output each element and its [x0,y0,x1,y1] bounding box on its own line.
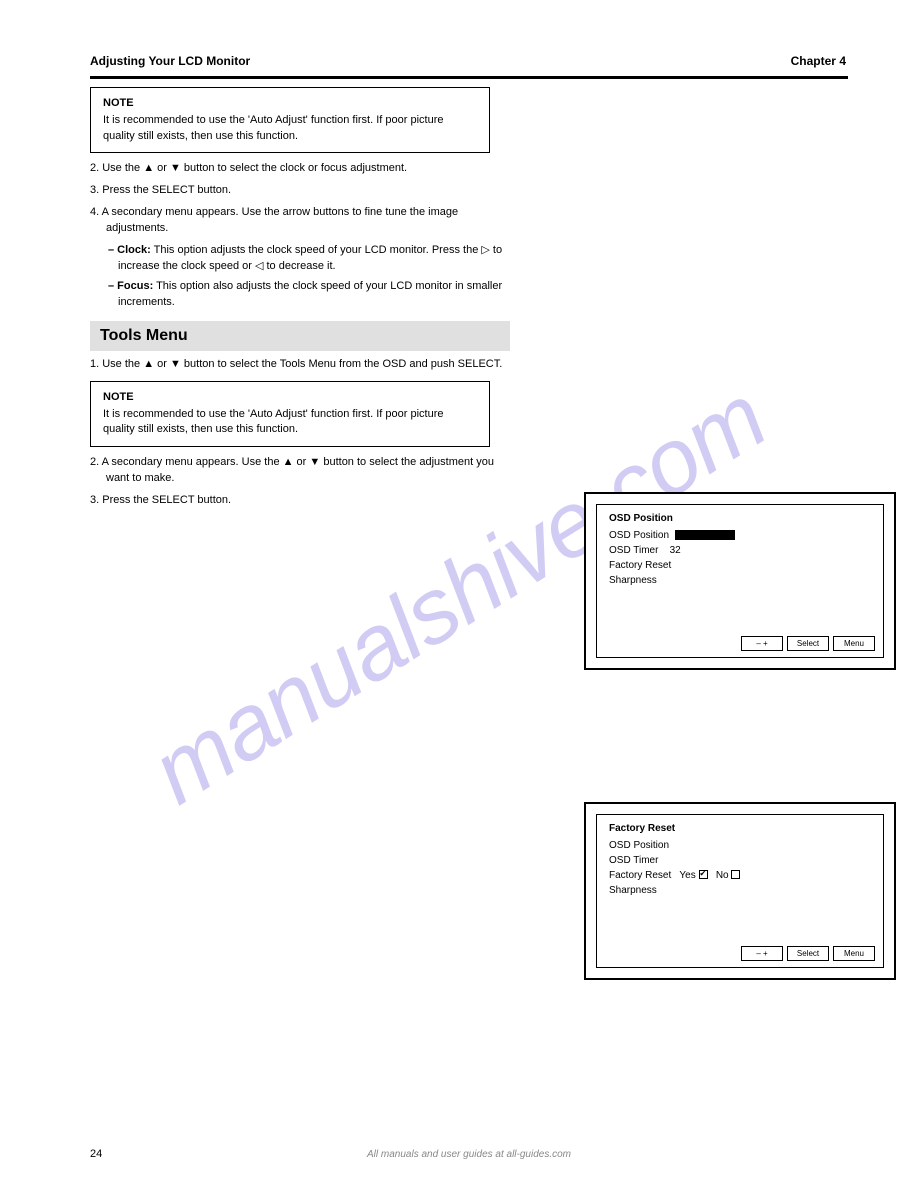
note-title: NOTE [103,96,477,111]
step-3: 3. Press the SELECT button. [90,183,510,199]
note-title-2: NOTE [103,390,477,405]
osd-btn-plusminus[interactable]: – + [741,636,783,651]
screen2-title: Factory Reset [609,823,871,834]
reset-no-checkbox[interactable] [731,870,740,879]
osd-position-bar [675,530,735,540]
osd2-btn-select[interactable]: Select [787,946,829,961]
note-body: It is recommended to use the 'Auto Adjus… [103,114,443,141]
footer-text: All manuals and user guides at all-guide… [90,1149,848,1160]
osd-screen-1: OSD Position OSD Position OSD Timer 32 F… [584,492,896,670]
osd-btn-menu[interactable]: Menu [833,636,875,651]
header-right: Chapter 4 [791,54,846,68]
reset-yes-checkbox[interactable] [699,870,708,879]
header-left: Adjusting Your LCD Monitor [90,54,250,68]
focus-item: – Focus: This option also adjusts the cl… [90,279,510,311]
header-rule [90,76,848,79]
tools-step-1: 1. Use the ▲ or ▼ button to select the T… [90,357,510,373]
tools-step-3: 3. Press the SELECT button. [90,493,510,509]
tools-step-2: 2. A secondary menu appears. Use the ▲ o… [90,455,510,487]
step-4: 4. A secondary menu appears. Use the arr… [90,205,510,237]
note-box-2: NOTE It is recommended to use the 'Auto … [90,381,490,447]
clock-item: – Clock: This option adjusts the clock s… [90,243,510,275]
note-box-1: NOTE It is recommended to use the 'Auto … [90,87,490,153]
step-2: 2. Use the ▲ or ▼ button to select the c… [90,161,510,177]
osd2-btn-plusminus[interactable]: – + [741,946,783,961]
osd2-btn-menu[interactable]: Menu [833,946,875,961]
section-heading: Tools Menu [90,321,510,351]
osd-screen-2: Factory Reset OSD Position OSD Timer Fac… [584,802,896,980]
osd-btn-select[interactable]: Select [787,636,829,651]
note-body-2: It is recommended to use the 'Auto Adjus… [103,408,443,435]
screen1-title: OSD Position [609,513,871,524]
